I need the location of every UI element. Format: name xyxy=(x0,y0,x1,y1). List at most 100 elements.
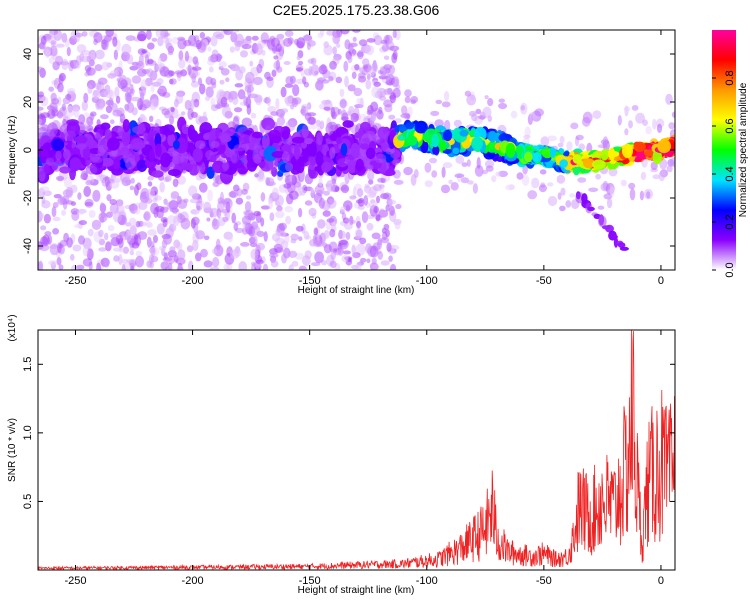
spectrogram-cell xyxy=(622,143,633,159)
spectrogram-cell xyxy=(373,35,383,46)
spectrogram-cell xyxy=(228,191,237,198)
spectrogram-cell xyxy=(203,201,212,213)
y-tick-label: 0 xyxy=(22,147,34,153)
spectrogram-cell xyxy=(389,45,400,52)
spectrogram-cell xyxy=(169,78,174,85)
spectrogram-cell xyxy=(110,233,120,239)
spectrogram-cell xyxy=(126,54,134,65)
spectrogram-cell xyxy=(174,98,179,108)
spectrogram-cell xyxy=(365,79,372,90)
spectrogram-cell xyxy=(582,158,596,169)
spectrogram-cell xyxy=(310,64,320,77)
spectrogram-cell xyxy=(57,109,62,118)
spectrogram-cell xyxy=(100,157,114,167)
spectrogram-cell xyxy=(534,108,544,117)
spectrogram-cell xyxy=(460,177,469,184)
spectrogram-cell xyxy=(382,192,392,200)
spectrogram-cell xyxy=(88,210,96,218)
spectrogram-cell xyxy=(57,82,64,93)
spectrogram-cell xyxy=(318,177,323,187)
spectrogram-cell xyxy=(329,60,337,70)
spectrogram-cell xyxy=(266,76,274,82)
spectrogram-cell xyxy=(549,147,557,158)
spectrogram-cell xyxy=(179,162,193,171)
spectrogram-cell xyxy=(214,104,224,109)
spectrogram-cell xyxy=(376,239,383,250)
spectrogram-cell xyxy=(126,258,137,264)
y-tick-label: -20 xyxy=(22,190,34,206)
spectrogram-cell xyxy=(191,66,202,71)
spectrogram-cell xyxy=(281,130,290,140)
spectrogram-cell xyxy=(97,77,108,85)
spectrogram-cell xyxy=(613,237,619,248)
spectrogram-cell xyxy=(395,203,402,210)
spectrogram-cell xyxy=(39,212,45,219)
spectrogram-cell xyxy=(252,145,263,160)
spectrogram-cell xyxy=(221,162,229,170)
spectrogram-cell xyxy=(74,135,88,144)
spectrogram-cell xyxy=(173,215,180,227)
spectrogram-cell xyxy=(159,181,165,193)
spectrogram-cell xyxy=(156,208,164,219)
spectrogram-cell xyxy=(91,219,102,230)
spectrogram-cell xyxy=(169,115,174,125)
spectrogram-cell xyxy=(302,35,313,41)
spectrogram-cell xyxy=(666,165,673,173)
spectrogram-cell xyxy=(78,220,87,226)
x-tick-label: -100 xyxy=(416,275,438,287)
spectrogram-cell xyxy=(243,95,248,106)
spectrogram-cell xyxy=(388,199,397,205)
spectrogram-cell xyxy=(491,175,497,183)
spectrogram-cell xyxy=(301,124,309,139)
spectrogram-cell xyxy=(373,206,380,214)
spectrogram-cell xyxy=(111,166,124,176)
spectrogram-cell xyxy=(263,145,278,162)
spectrogram-cell xyxy=(177,249,186,261)
spectrogram-cell xyxy=(367,170,375,181)
spectrogram-cell xyxy=(441,101,451,108)
spectrogram-cell xyxy=(133,234,139,246)
spectrogram-cell xyxy=(207,46,212,52)
spectrogram-cell xyxy=(38,42,46,50)
spectrogram-cell xyxy=(428,157,438,164)
spectrogram-cell xyxy=(359,237,367,245)
spectrogram-cell xyxy=(260,192,266,202)
spectrogram-cell xyxy=(320,30,325,37)
spectrogram-cell xyxy=(67,88,76,95)
spectrogram-cell xyxy=(304,200,313,206)
spectrogram-cell xyxy=(354,63,360,71)
spectrogram-cell xyxy=(58,74,64,85)
spectrogram-cell xyxy=(218,61,228,68)
spectrogram-cell xyxy=(360,143,370,150)
spectrogram-cell xyxy=(103,261,110,268)
spectrogram-cell xyxy=(253,94,263,103)
snr-x-label: Height of straight line (km) xyxy=(298,585,415,596)
spectrogram-cell xyxy=(335,137,343,145)
spectrogram-cell xyxy=(582,111,593,124)
spectrogram-cell xyxy=(154,133,162,148)
spectrogram-cell xyxy=(104,89,113,99)
spectrogram-cell xyxy=(153,235,158,243)
spectrogram-cell xyxy=(167,250,177,258)
spectrogram-cell xyxy=(82,246,89,257)
spectrogram-cell xyxy=(459,129,469,137)
spectrogram-cell xyxy=(52,43,57,55)
spectrogram-cell xyxy=(330,250,337,261)
spectrogram-cell xyxy=(587,206,595,212)
colorbar-tick-label: 0.2 xyxy=(724,214,736,229)
spectrogram-cell xyxy=(96,262,102,270)
spectrogram-cell xyxy=(160,261,169,270)
spectrogram-cell xyxy=(527,190,538,200)
spectrogram-cell xyxy=(51,206,57,218)
spectrogram-cell xyxy=(194,60,199,67)
spectrogram-cell xyxy=(118,254,123,266)
colorbar-ticks: 0.0 0.2 0.4 0.6 0.8 xyxy=(712,70,736,278)
y-tick-label: 1.0 xyxy=(22,425,34,440)
spectrogram-cell xyxy=(38,66,44,73)
spectrogram-cell xyxy=(291,260,299,267)
colorbar-tick-label: 0.4 xyxy=(724,166,736,181)
spectrogram-cell xyxy=(278,230,287,238)
spectrogram-cell xyxy=(212,160,225,174)
spectrogram-cell xyxy=(87,84,93,94)
